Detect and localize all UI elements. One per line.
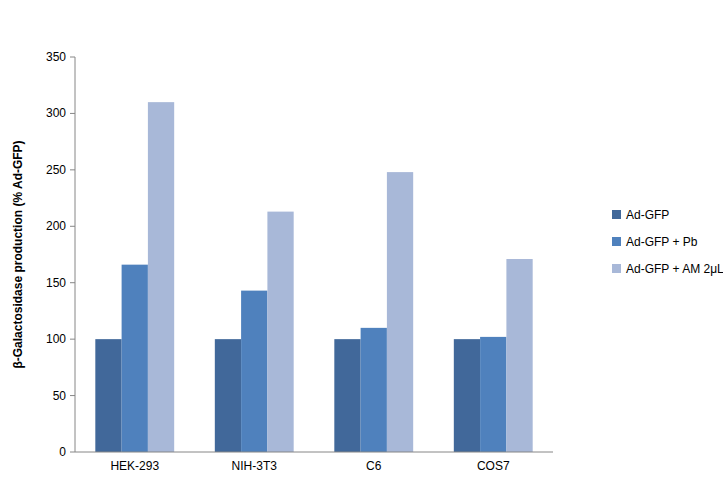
legend-swatch	[612, 264, 621, 273]
legend-label: Ad-GFP + AM 2μL	[626, 262, 723, 276]
y-tick-label: 100	[46, 332, 66, 346]
y-tick	[70, 452, 75, 453]
bar	[95, 339, 121, 452]
x-tick-label: C6	[366, 459, 382, 473]
legend: Ad-GFP Ad-GFP + Pb Ad-GFP + AM 2μL	[612, 208, 723, 276]
x-tick-label: COS7	[477, 459, 510, 473]
y-tick-label: 150	[46, 276, 66, 290]
y-tick	[70, 57, 75, 58]
y-tick	[70, 282, 75, 283]
bar	[241, 291, 267, 452]
y-tick-label: 50	[53, 389, 67, 403]
bar	[148, 102, 174, 452]
bar	[122, 265, 148, 452]
y-tick-label: 250	[46, 163, 66, 177]
bar	[506, 259, 532, 452]
bar	[387, 172, 413, 452]
bars	[95, 102, 532, 452]
y-tick	[70, 226, 75, 227]
legend-label: Ad-GFP	[626, 208, 669, 222]
x-tick-label: NIH-3T3	[232, 459, 278, 473]
y-tick-label: 200	[46, 219, 66, 233]
x-axis-line	[75, 452, 553, 453]
bar	[361, 328, 387, 452]
chart-svg: 0 50 100 150 200 250 300 350 HEK-293 NIH-3T3 C6 COS…	[0, 0, 723, 493]
y-tick-label: 0	[59, 445, 66, 459]
bar	[267, 212, 293, 452]
y-tick-label: 350	[46, 50, 66, 64]
bar	[480, 337, 506, 452]
legend-swatch	[612, 210, 621, 219]
y-tick	[70, 169, 75, 170]
y-tick	[70, 395, 75, 396]
bar	[215, 339, 241, 452]
y-tick	[70, 339, 75, 340]
y-axis-line	[75, 57, 76, 452]
x-tick-label: HEK-293	[110, 459, 159, 473]
chart-container: 0 50 100 150 200 250 300 350 HEK-293 NIH-3T3 C6 COS…	[0, 0, 723, 493]
bar	[334, 339, 360, 452]
y-axis-label: β-Galactosidase production (% Ad-GFP)	[11, 140, 25, 368]
legend-swatch	[612, 237, 621, 246]
legend-label: Ad-GFP + Pb	[626, 235, 698, 249]
bar	[454, 339, 480, 452]
y-tick-label: 300	[46, 106, 66, 120]
y-tick	[70, 113, 75, 114]
